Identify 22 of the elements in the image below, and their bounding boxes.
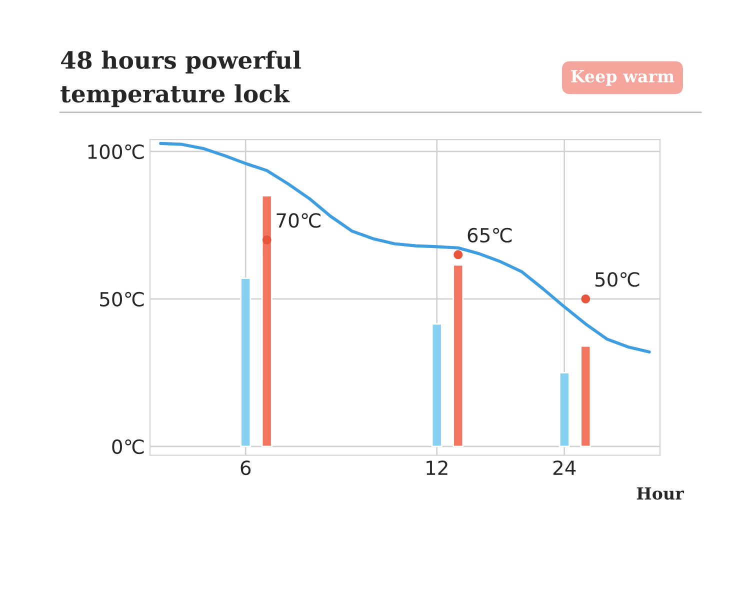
x-tick-label: 24 — [553, 460, 576, 475]
chart-title: 48 hours powerful temperature lock — [60, 50, 301, 108]
bar — [240, 278, 252, 448]
bar — [452, 264, 464, 448]
bar — [261, 194, 272, 448]
bar — [580, 345, 592, 448]
point — [454, 250, 463, 260]
y-tick-label: 100℃ — [88, 144, 144, 160]
x-tick-label: 12 — [426, 460, 448, 475]
line-series — [159, 142, 651, 354]
data-label: 70℃ — [276, 213, 320, 228]
y-tick-label: 50℃ — [100, 292, 144, 307]
x-tick-label: 6 — [240, 460, 251, 476]
bar — [558, 372, 570, 448]
y-tick-label: 0℃ — [112, 439, 144, 454]
data-label: 50℃ — [595, 272, 640, 287]
text: Keep warm — [571, 70, 674, 86]
x-axis-title: Hour — [636, 487, 684, 500]
data-label: 65℃ — [468, 228, 512, 243]
point — [262, 235, 272, 244]
bar — [431, 323, 442, 448]
point — [581, 294, 590, 304]
